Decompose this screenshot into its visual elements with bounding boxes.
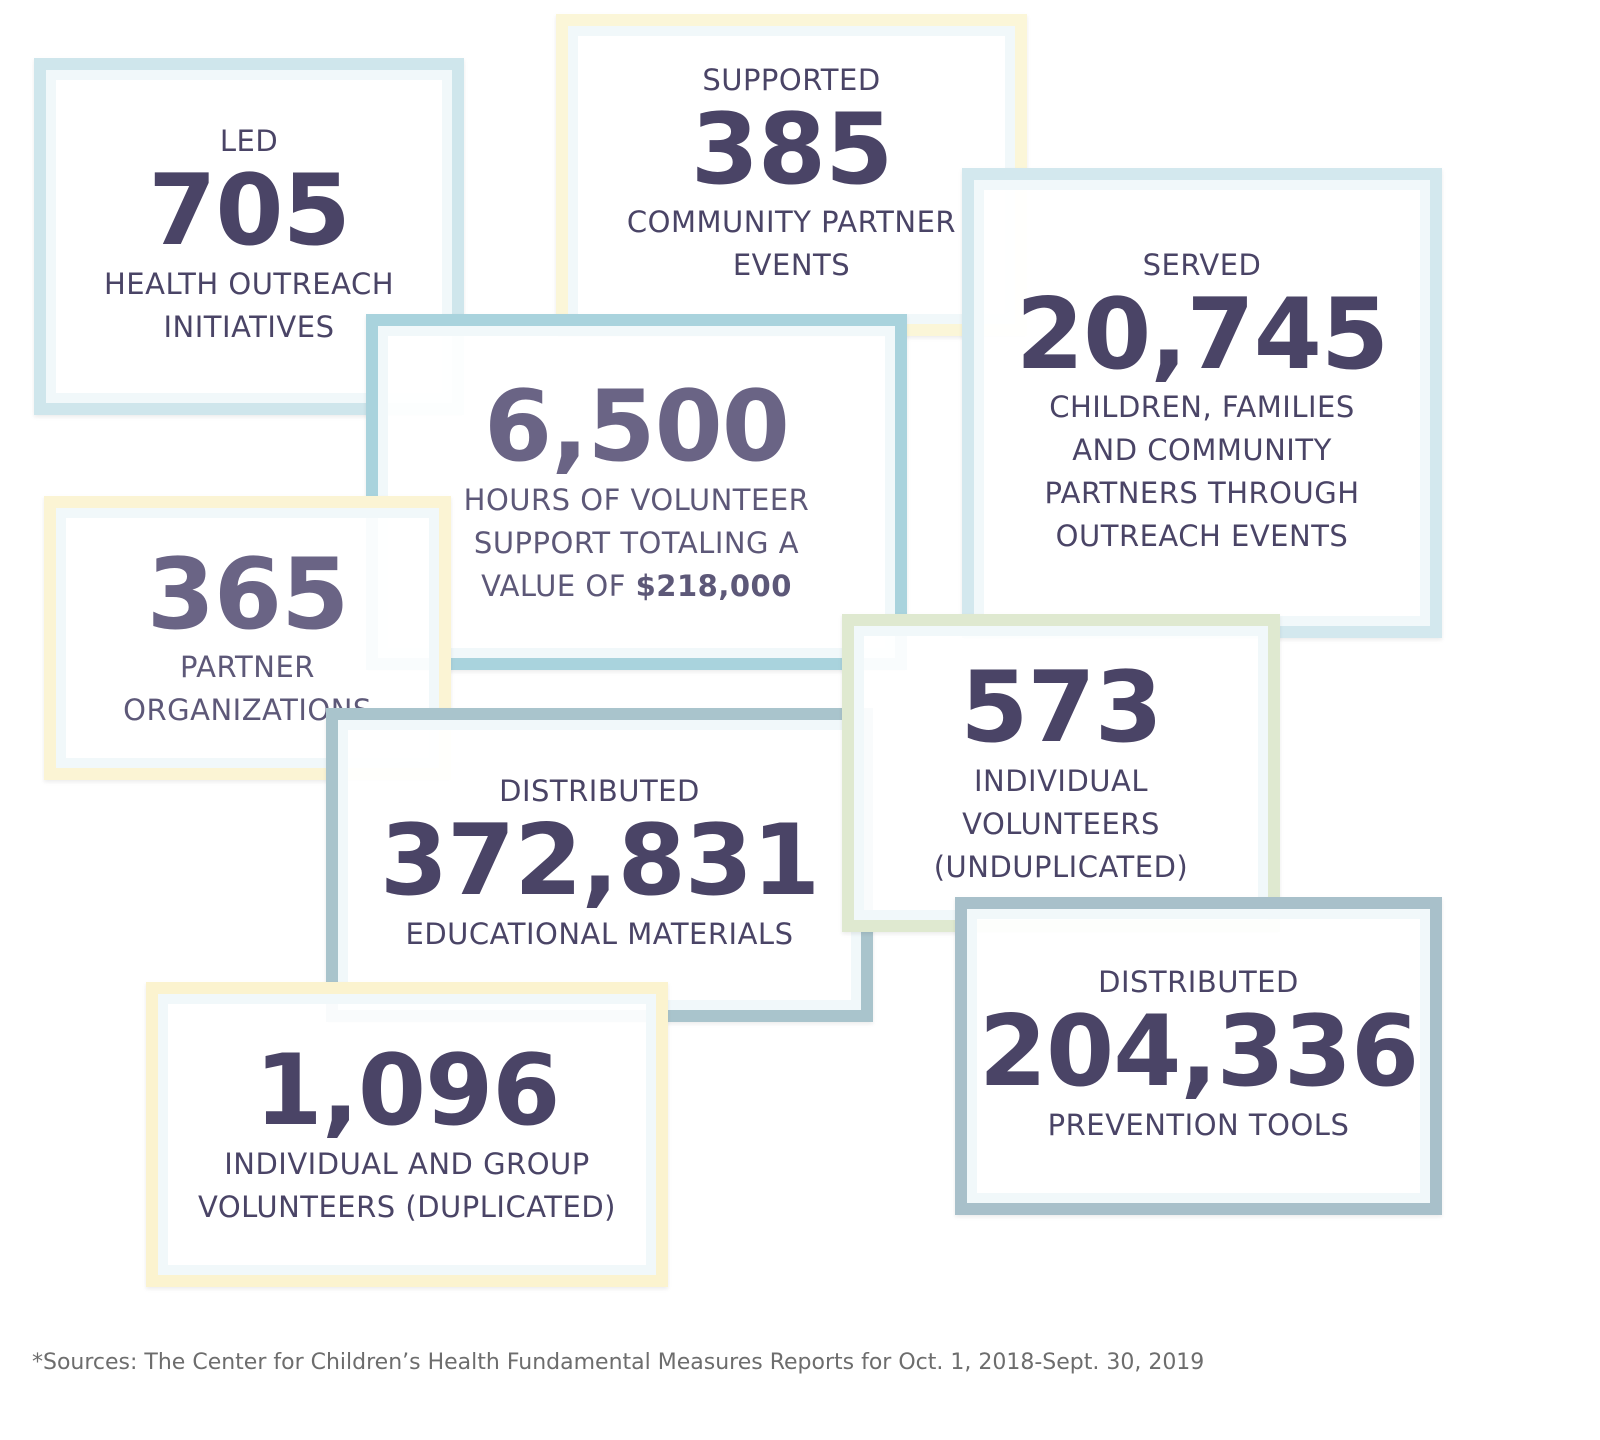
stat-number: 20,745 xyxy=(1015,277,1389,392)
stat-label: HOURS OF VOLUNTEER SUPPORT TOTALING A VA… xyxy=(447,479,827,608)
stat-label: INDIVIDUAL VOLUNTEERS (UNDUPLICATED) xyxy=(933,763,1189,884)
stat-number: 204,336 xyxy=(978,995,1419,1110)
stat-number: 573 xyxy=(960,651,1163,766)
stat-number: 385 xyxy=(690,92,894,207)
stat-prefix: SERVED xyxy=(1142,247,1262,282)
stat-label: HEALTH OUTREACH INITIATIVES xyxy=(104,266,394,344)
stat-card-community-events: SUPPORTED 385 COMMUNITY PARTNER EVENTS xyxy=(556,14,1027,336)
stat-card-prevention-tools: DISTRIBUTED 204,336 PREVENTION TOOLS xyxy=(955,897,1442,1215)
stat-prefix: LED xyxy=(219,124,279,159)
stat-number: 1,096 xyxy=(254,1034,561,1149)
stat-prefix: DISTRIBUTED xyxy=(1098,965,1299,1000)
stat-number: 705 xyxy=(148,154,351,269)
stat-label: PREVENTION TOOLS xyxy=(1047,1107,1350,1142)
stat-label-value: $218,000 xyxy=(635,568,792,603)
stat-label: CHILDREN, FAMILIES AND COMMUNITY PARTNER… xyxy=(1044,390,1360,554)
stat-number: 6,500 xyxy=(484,370,790,485)
stat-label: INDIVIDUAL AND GROUP VOLUNTEERS (DUPLICA… xyxy=(197,1146,616,1224)
stat-number: 372,831 xyxy=(379,804,820,919)
stat-prefix: DISTRIBUTED xyxy=(499,774,700,809)
stat-label: EDUCATIONAL MATERIALS xyxy=(405,916,794,951)
stat-label: COMMUNITY PARTNER EVENTS xyxy=(626,205,957,283)
stat-card-group-volunteers: 1,096 INDIVIDUAL AND GROUP VOLUNTEERS (D… xyxy=(146,982,668,1287)
stat-card-individual-volunteers: 573 INDIVIDUAL VOLUNTEERS (UNDUPLICATED) xyxy=(842,614,1280,932)
sources-footnote: *Sources: The Center for Children’s Heal… xyxy=(32,1350,1205,1375)
stat-card-health-outreach: LED 705 HEALTH OUTREACH INITIATIVES xyxy=(34,58,464,415)
stat-card-volunteer-hours: 6,500 HOURS OF VOLUNTEER SUPPORT TOTALIN… xyxy=(366,314,907,670)
stat-prefix: SUPPORTED xyxy=(702,62,881,97)
stat-label-text: HOURS OF VOLUNTEER SUPPORT TOTALING A VA… xyxy=(463,482,810,603)
stat-card-educational-materials: DISTRIBUTED 372,831 EDUCATIONAL MATERIAL… xyxy=(326,708,873,1022)
stat-number: 365 xyxy=(146,537,350,652)
stat-card-served: SERVED 20,745 CHILDREN, FAMILIES AND COM… xyxy=(962,168,1442,638)
